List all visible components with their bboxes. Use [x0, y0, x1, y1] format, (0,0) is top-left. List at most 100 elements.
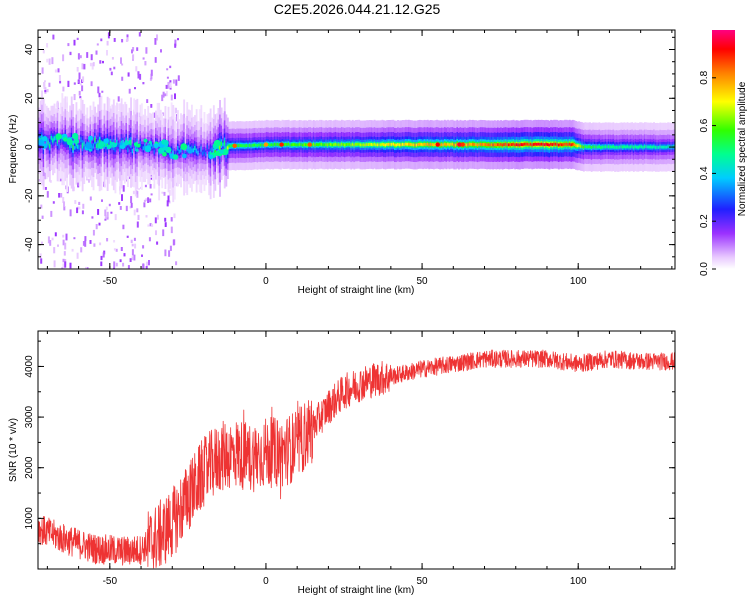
spectrogram-noise-cell [150, 69, 153, 76]
spectrogram-noise-cell [154, 38, 157, 45]
spectrogram-cell [500, 143, 502, 146]
spectrogram-noise-cell [95, 224, 98, 230]
spectrogram-noise-cell [137, 214, 140, 220]
spectrogram-cell [511, 143, 513, 146]
spectrogram-noise-cell [130, 202, 133, 208]
spectrogram-cell [642, 146, 645, 149]
spectrogram-noise-cell [113, 66, 116, 70]
spectrogram-ylabel: Frequency (Hz) [8, 115, 19, 184]
spectrogram-cell [451, 142, 454, 146]
spectrogram-noise-cell [48, 58, 51, 65]
spectrogram-peak [435, 142, 440, 147]
spectrogram-cell [300, 143, 303, 146]
spectrogram-cell [495, 143, 498, 147]
spectrogram-noise-cell [160, 49, 162, 53]
spectrogram-noise-cell [146, 99, 149, 103]
spectrogram-noise-cell [54, 69, 57, 73]
spectrogram-blob [214, 150, 221, 156]
spectrogram-cell [270, 143, 273, 147]
spectrogram-noise-cell [131, 256, 134, 261]
spectrogram-cell [201, 151, 204, 156]
spectrogram-noise-cell [47, 236, 50, 244]
spectrogram-cell [593, 145, 596, 149]
spectrogram-noise-cell [142, 245, 145, 249]
spectrogram-cell [401, 142, 404, 146]
spectrogram-noise-cell [168, 200, 171, 204]
spectrogram-cell [239, 144, 242, 147]
spectrogram-cell [212, 148, 215, 155]
spectrogram-noise-cell [62, 239, 65, 246]
spectrogram-noise-cell [62, 234, 65, 238]
spectrogram-cell [383, 143, 385, 147]
spectrogram-cell [223, 140, 226, 146]
colorbar-tick-label: 0.2 [699, 214, 710, 228]
spectrogram-noise-cell [127, 72, 130, 77]
spectrogram-cell [592, 145, 595, 149]
colorbar-tick-label: 0.4 [699, 166, 710, 180]
spectrogram-noise-cell [150, 104, 153, 108]
spectrogram-cell [130, 139, 132, 146]
spectrogram-noise-cell [130, 196, 133, 204]
spectrogram-cell [294, 143, 296, 146]
spectrogram-cell [261, 143, 264, 147]
spectrogram-noise-cell [138, 188, 141, 191]
spectrogram-noise-cell [168, 189, 171, 196]
spectrogram-noise-cell [156, 241, 159, 245]
spectrogram-cell [448, 143, 451, 147]
spectrogram-noise-cell [59, 80, 62, 84]
spectrogram-cell [128, 140, 131, 145]
spectrogram-noise-cell [101, 199, 103, 202]
spectrogram-noise-cell [165, 84, 168, 89]
spectrogram-noise-cell [96, 43, 99, 46]
spectrogram-noise-cell [50, 210, 53, 217]
spectrogram-noise-cell [174, 39, 177, 47]
spectrogram-noise-cell [100, 261, 103, 267]
spectrogram-noise-cell [153, 184, 156, 189]
spectrogram-noise-cell [102, 252, 105, 258]
spectrogram-noise-cell [108, 203, 111, 207]
spectrogram-cell [553, 142, 556, 146]
spectrogram-cell [292, 143, 295, 146]
spectrogram-noise-cell [86, 52, 89, 58]
spectrogram-cell [350, 143, 353, 147]
spectrogram-cell [367, 143, 370, 146]
spectrogram-cell [133, 140, 136, 146]
colorbar-tick-label: 0.8 [699, 70, 710, 84]
spectrogram-blob [182, 153, 187, 159]
spectrogram-noise-cell [93, 243, 96, 247]
spectrogram-noise-cell [62, 197, 65, 203]
spectrogram-xtick-label: 100 [570, 276, 587, 287]
spectrogram-noise-cell [62, 258, 65, 263]
spectrogram-cell [175, 151, 178, 155]
spectrogram-noise-cell [177, 75, 180, 81]
spectrogram-cell [226, 146, 229, 151]
spectrogram-cell [648, 145, 651, 149]
spectrogram-blob [143, 138, 148, 143]
spectrogram-cell [339, 143, 342, 147]
spectrogram-cell [170, 146, 173, 152]
spectrogram-noise-cell [142, 57, 145, 60]
spectrogram-cell [497, 143, 499, 146]
spectrogram-cell [486, 143, 488, 147]
spectrogram-cell [259, 143, 262, 147]
spectrogram-noise-cell [77, 53, 80, 60]
spectrogram-noise-cell [51, 237, 54, 241]
spectrogram-cell [45, 140, 48, 145]
spectrogram-noise-cell [58, 75, 61, 81]
spectrogram-noise-cell [150, 73, 153, 80]
spectrogram-cell [253, 143, 256, 147]
spectrogram-cell [166, 151, 168, 156]
spectrogram-cell [248, 143, 251, 147]
spectrogram-cell [489, 143, 492, 147]
spectrogram-noise-cell [99, 242, 102, 246]
spectrogram-noise-cell [133, 209, 136, 216]
spectrogram-ytick-label: 20 [24, 92, 35, 104]
spectrogram-peak [457, 142, 462, 147]
colorbar-gradient [712, 30, 735, 269]
spectrogram-blob [144, 145, 152, 153]
spectrogram-cell [584, 145, 587, 149]
spectrogram-cell [276, 142, 279, 146]
spectrogram-noise-cell [100, 255, 103, 261]
spectrogram-cell [422, 143, 424, 147]
spectrogram-cell [646, 145, 649, 149]
